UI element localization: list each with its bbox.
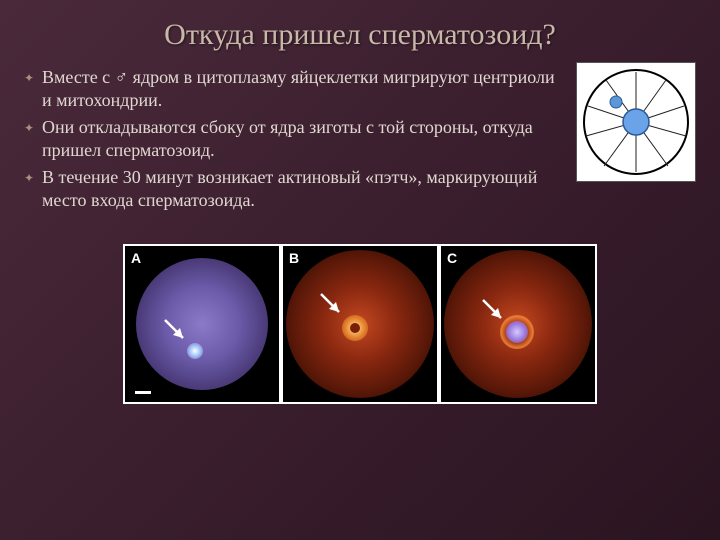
cell-diagram — [576, 62, 696, 182]
micrograph-panel-c: C — [439, 244, 597, 404]
arrow-icon — [479, 296, 509, 326]
list-item: ✦ Они откладываются сбоку от ядра зиготы… — [24, 116, 564, 162]
bullet-icon: ✦ — [24, 116, 42, 136]
bullet-text: Вместе с ♂ ядром в цитоплазму яйцеклетки… — [42, 66, 564, 112]
cell-image — [136, 258, 268, 390]
bullet-text: В течение 30 минут возникает актиновый «… — [42, 166, 564, 212]
bullet-icon: ✦ — [24, 66, 42, 86]
micrograph-row: A B C — [0, 244, 720, 404]
cell-diagram-svg — [580, 66, 692, 178]
bullet-list: ✦ Вместе с ♂ ядром в цитоплазму яйцеклет… — [24, 66, 564, 216]
bullet-text: Они откладываются сбоку от ядра зиготы с… — [42, 116, 564, 162]
micrograph-panel-b: B — [281, 244, 439, 404]
arrow-icon — [161, 316, 191, 346]
panel-label: A — [131, 250, 141, 266]
page-title: Откуда пришел сперматозоид? — [0, 0, 720, 66]
panel-label: C — [447, 250, 457, 266]
panel-label: B — [289, 250, 299, 266]
list-item: ✦ В течение 30 минут возникает актиновый… — [24, 166, 564, 212]
content-row: ✦ Вместе с ♂ ядром в цитоплазму яйцеклет… — [0, 66, 720, 216]
list-item: ✦ Вместе с ♂ ядром в цитоплазму яйцеклет… — [24, 66, 564, 112]
micrograph-panel-a: A — [123, 244, 281, 404]
arrow-icon — [317, 290, 347, 320]
scale-bar — [135, 391, 151, 394]
bullet-icon: ✦ — [24, 166, 42, 186]
